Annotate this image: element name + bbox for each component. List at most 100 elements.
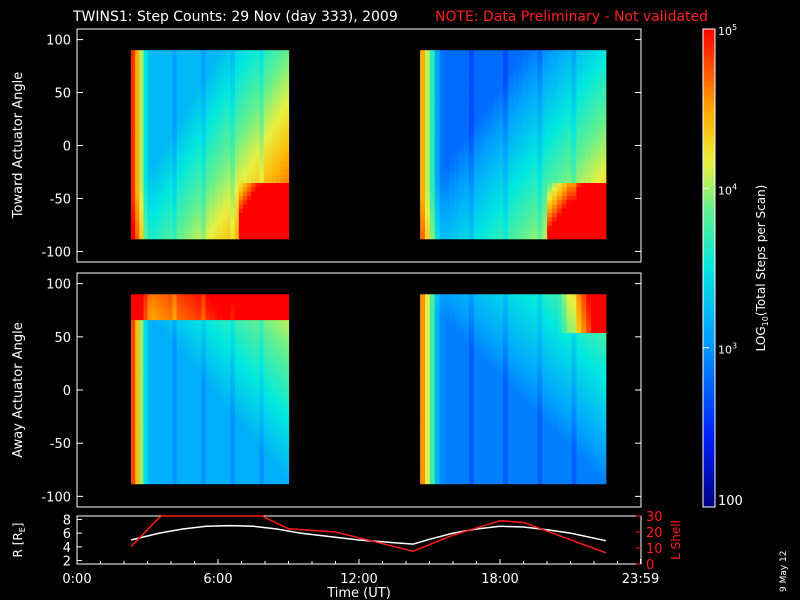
heatmap-cell [230,406,236,412]
heatmap-cell [218,187,223,193]
heatmap-cell [213,161,219,167]
heatmap-cell [135,380,140,386]
heatmap-cell [255,105,261,111]
heatmap-cell [576,118,582,124]
heatmap-cell [226,457,232,463]
heatmap-cell [591,170,597,176]
heatmap-cell [226,114,232,120]
heatmap-cell [267,208,273,214]
heatmap-cell [576,225,582,231]
heatmap-cell [151,393,157,399]
heatmap-cell [172,354,178,360]
heatmap-cell [135,93,140,98]
heatmap-cell [420,170,426,176]
heatmap-cell [267,363,273,369]
heatmap-cell [164,97,169,103]
heatmap-cell [576,54,582,60]
heatmap-cell [522,80,529,86]
heatmap-cell [172,427,178,433]
heatmap-cell [517,234,524,240]
heatmap-cell [197,110,203,116]
heatmap-cell [483,118,490,124]
heatmap-cell [184,341,190,347]
heatmap-cell [143,54,149,60]
heatmap-cell [151,462,157,467]
heatmap-cell [189,320,194,325]
heatmap-cell [176,140,182,146]
heatmap-cell [259,165,265,171]
heatmap-cell [222,384,227,390]
heatmap-cell [247,195,252,201]
heatmap-cell [276,170,281,176]
heatmap-cell [542,93,548,98]
heatmap-cell [255,178,261,184]
heatmap-cell [205,153,211,158]
heatmap-cell [234,135,240,141]
heatmap-cell [197,230,203,236]
heatmap-cell [222,328,227,334]
heatmap-cell [230,93,236,98]
heatmap-cell [581,230,587,236]
heatmap-cell [197,341,203,347]
heatmap-cell [454,187,460,193]
heatmap-cell [263,397,269,403]
heatmap-cell [238,328,244,334]
heatmap-cell [168,311,174,317]
heatmap-cell [259,114,265,120]
heatmap-cell [503,217,509,223]
heatmap-cell [488,88,494,94]
heatmap-cell [160,187,165,193]
heatmap-cell [131,174,136,180]
heatmap-cell [263,84,269,90]
heatmap-cell [168,440,174,446]
heatmap-cell [429,212,436,218]
heatmap-cell [226,110,232,116]
heatmap-cell [263,436,269,442]
heatmap-cell [160,328,165,334]
heatmap-cell [147,410,153,416]
heatmap-cell [591,174,597,180]
heatmap-cell [139,178,145,184]
heatmap-cell [468,174,475,180]
heatmap-cell [143,161,149,167]
heatmap-cell [189,380,194,386]
heatmap-cell [454,174,460,180]
heatmap-cell [151,101,157,107]
heatmap-cell [160,431,165,437]
heatmap-cell [259,474,265,480]
heatmap-cell [251,153,256,158]
heatmap-cell [147,384,153,390]
heatmap-cell [263,388,269,394]
heatmap-cell [542,114,548,120]
heatmap-cell [164,406,169,412]
heatmap-cell [527,97,534,103]
heatmap-cell [271,311,277,317]
heatmap-cell [276,105,281,111]
heatmap-cell [571,93,578,98]
heatmap-cell [218,114,223,120]
heatmap-cell [168,157,174,163]
heatmap-cell [547,225,553,231]
heatmap-cell [247,358,252,364]
heatmap-cell [143,67,149,73]
heatmap-cell [503,97,509,103]
heatmap-cell [139,183,145,188]
heatmap-cell [226,97,232,103]
heatmap-cell [234,354,240,360]
heatmap-cell [571,174,578,180]
heatmap-cell [488,54,494,60]
heatmap-cell [189,140,194,146]
heatmap-cell [135,67,140,73]
heatmap-cell [478,123,485,128]
heatmap-cell [164,54,169,60]
heatmap-cell [576,161,582,167]
heatmap-cell [143,58,149,64]
heatmap-cell [591,71,597,77]
heatmap-cell [151,178,157,184]
heatmap-cell [176,183,182,188]
heatmap-cell [595,221,602,227]
heatmap-cell [160,75,165,81]
heatmap-cell [168,315,174,321]
heatmap-cell [184,230,190,236]
heatmap-cell [234,363,240,369]
